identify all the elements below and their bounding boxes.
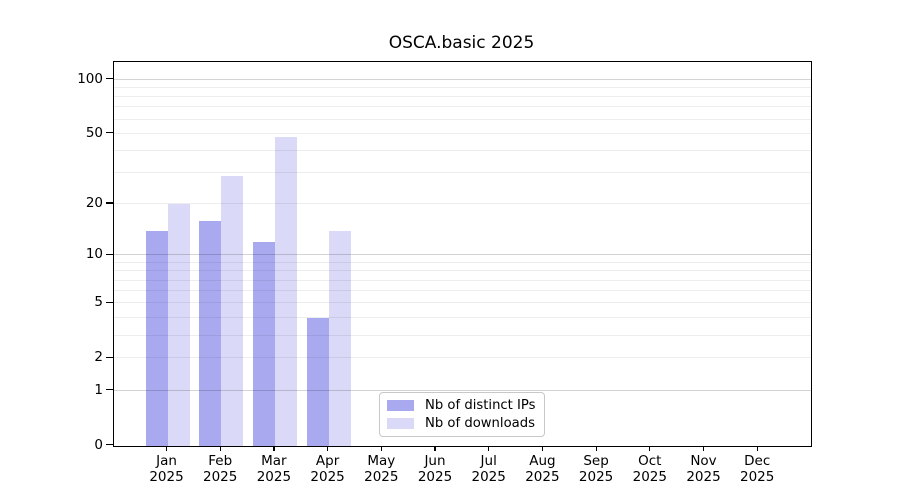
x-tick-mark bbox=[541, 445, 544, 451]
x-tick-mark bbox=[649, 445, 651, 451]
x-tick-mark bbox=[434, 445, 436, 451]
x-tick-label: Oct 2025 bbox=[632, 452, 667, 485]
legend-entry: Nb of distinct IPs bbox=[387, 398, 537, 413]
x-tick-label: Aug 2025 bbox=[525, 452, 560, 485]
x-tick-mark bbox=[273, 445, 275, 451]
minor-gridline bbox=[114, 203, 811, 205]
x-tick-label: Nov 2025 bbox=[686, 452, 721, 485]
bar-downloads-apr bbox=[328, 230, 351, 446]
legend-label: Nb of downloads bbox=[425, 416, 535, 431]
y-tick-mark bbox=[106, 356, 113, 359]
minor-gridline bbox=[114, 172, 811, 174]
y-tick-label: 10 bbox=[85, 246, 103, 263]
bar-ips-feb bbox=[199, 220, 222, 446]
y-tick-mark bbox=[106, 202, 113, 204]
bar-downloads-jan bbox=[167, 204, 190, 446]
bar-downloads-mar bbox=[274, 136, 297, 446]
x-tick-label: Dec 2025 bbox=[740, 452, 775, 485]
legend-swatch-ips bbox=[387, 400, 414, 411]
bar-ips-apr bbox=[306, 317, 329, 446]
y-tick-mark bbox=[106, 301, 113, 304]
x-tick-label: Feb 2025 bbox=[203, 452, 238, 485]
x-tick-mark bbox=[219, 445, 221, 451]
minor-gridline bbox=[114, 96, 811, 98]
y-tick-label: 100 bbox=[77, 70, 103, 87]
y-tick-mark bbox=[106, 77, 113, 80]
minor-gridline bbox=[114, 118, 811, 120]
y-tick-label: 20 bbox=[85, 195, 103, 212]
x-tick-label: Sep 2025 bbox=[578, 452, 614, 485]
major-gridline bbox=[114, 78, 811, 80]
x-tick-label: Jan 2025 bbox=[149, 452, 184, 485]
x-tick-label: Mar 2025 bbox=[256, 452, 292, 485]
y-tick-mark bbox=[106, 132, 113, 134]
y-tick-label: 2 bbox=[94, 349, 103, 366]
x-tick-label: Jul 2025 bbox=[471, 452, 506, 485]
chart-title: OSCA.basic 2025 bbox=[388, 33, 535, 53]
x-tick-mark bbox=[165, 445, 168, 451]
minor-gridline bbox=[114, 150, 811, 152]
legend-entry: Nb of downloads bbox=[387, 416, 537, 431]
bar-ips-mar bbox=[252, 242, 275, 446]
y-tick-label: 1 bbox=[94, 381, 103, 398]
y-tick-label: 50 bbox=[85, 124, 103, 141]
x-tick-mark bbox=[380, 445, 382, 451]
minor-gridline bbox=[114, 106, 811, 108]
legend: Nb of distinct IPs Nb of downloads bbox=[379, 392, 545, 437]
legend-label: Nb of distinct IPs bbox=[425, 398, 536, 413]
x-tick-label: Apr 2025 bbox=[310, 452, 345, 485]
minor-gridline bbox=[114, 86, 811, 88]
x-tick-mark bbox=[702, 445, 705, 451]
x-tick-label: Jun 2025 bbox=[417, 452, 453, 485]
y-tick-mark bbox=[106, 253, 113, 256]
bar-ips-jan bbox=[145, 230, 168, 446]
legend-swatch-downloads bbox=[387, 418, 414, 429]
y-tick-mark bbox=[106, 443, 113, 446]
x-tick-mark bbox=[756, 445, 758, 451]
x-tick-mark bbox=[327, 445, 329, 451]
y-tick-mark bbox=[106, 388, 113, 391]
x-tick-label: May 2025 bbox=[364, 452, 399, 485]
x-tick-mark bbox=[595, 445, 597, 451]
y-tick-label: 0 bbox=[94, 436, 103, 453]
bar-downloads-feb bbox=[221, 175, 244, 446]
x-tick-mark bbox=[488, 445, 490, 451]
minor-gridline bbox=[114, 132, 811, 134]
plot-area: Nb of distinct IPs Nb of downloads bbox=[113, 61, 812, 447]
y-tick-label: 5 bbox=[94, 294, 103, 311]
